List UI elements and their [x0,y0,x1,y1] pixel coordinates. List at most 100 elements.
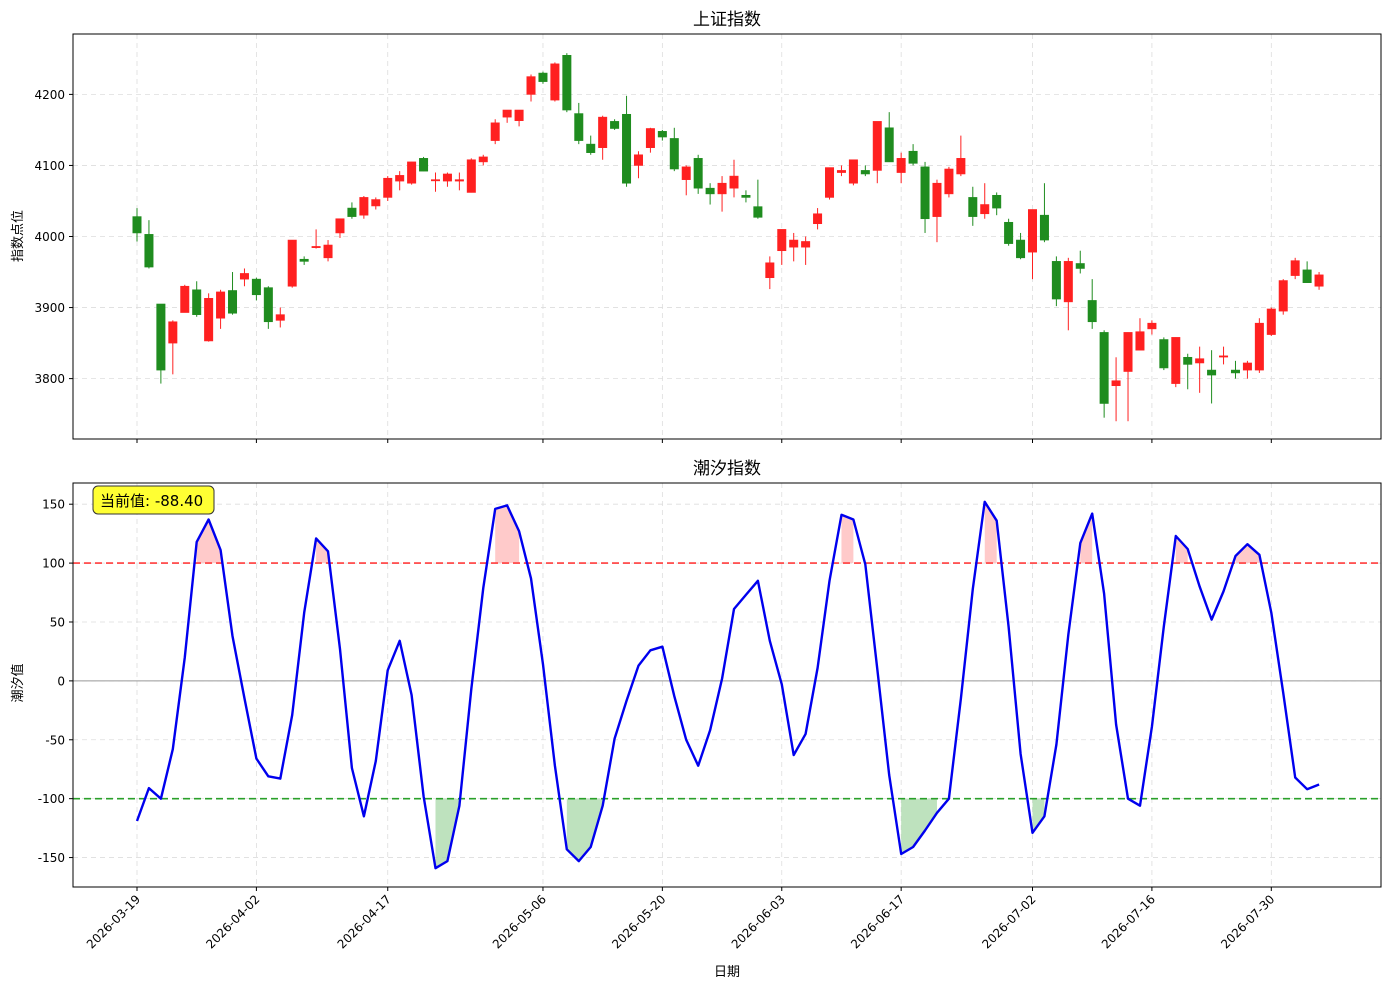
threshold-fill [1080,513,1093,564]
candle [395,171,405,191]
candle-body [371,199,381,207]
candle [968,186,978,226]
candle-body [1099,332,1109,404]
candle [1075,250,1085,274]
candle [717,176,727,212]
candle [1004,218,1014,246]
candle-body [430,179,440,182]
candle [1219,346,1229,365]
annotation-box [92,485,215,515]
threshold-fill [435,798,460,869]
candle [729,159,739,198]
candle-body [1016,239,1026,259]
candle [1135,318,1145,351]
candle [908,144,918,166]
y-tick-label: 150 [42,498,65,512]
candle [490,119,500,145]
candle [502,109,512,123]
candle [1266,307,1276,336]
candle [192,281,202,317]
candle [681,165,691,196]
candle-body [980,204,990,215]
candle-body [514,109,524,121]
candle-body [502,109,512,118]
candle [633,151,643,179]
candle-body [526,76,536,95]
candle-body [1302,269,1312,283]
candlestick-title: 上证指数 [693,10,761,30]
candle [586,135,596,155]
candle [347,202,357,219]
y-tick-label: -100 [38,792,65,806]
threshold-fill [566,798,603,862]
candle-body [1075,263,1085,269]
candle [1099,330,1109,418]
candle [1087,279,1097,329]
candle [311,229,321,249]
candle-body [442,173,452,182]
candle-body [251,278,261,296]
candle-body [801,241,811,248]
candle [1207,350,1217,404]
candle [848,159,858,186]
candle-body [681,166,691,180]
candle-body [1039,214,1049,241]
candle-body [992,194,1002,209]
candle [765,256,775,290]
candle [407,161,417,185]
candle [813,208,823,230]
candle-body [825,167,835,198]
candle [239,268,249,287]
candle-body [454,179,464,182]
tide-x-axis-label: 日期 [714,965,740,980]
candle [1171,337,1181,388]
candle-body [598,116,608,148]
y-tick-label: 50 [50,615,65,629]
candle [1028,209,1038,280]
candle [263,286,273,329]
tide-y-ticks: -150 -100 -50 0 50 100 150 [38,498,73,865]
candle-body [848,159,858,184]
y-tick-label: 4100 [34,159,65,173]
candle [335,218,345,238]
candle-body [1135,331,1145,351]
candle-body [192,289,202,315]
candle-body [1063,261,1073,303]
candle-body [1207,369,1217,376]
candle-body [1254,322,1264,371]
y-tick-label: 3900 [34,301,65,315]
candle [204,293,214,342]
y-tick-label: -150 [38,851,65,865]
candle [944,166,954,198]
candle-body [1278,280,1288,312]
candle-body [1004,221,1014,244]
candle [526,74,536,102]
candle [1111,357,1121,422]
candle [562,53,572,113]
candle [669,127,679,172]
candle-body [872,121,882,171]
candle [359,196,369,219]
candle-body [323,244,333,259]
candle [144,220,154,269]
candlestick-panel: 上证指数 指数点位 3800 3900 4000 4100 4200 [11,10,1382,443]
candle-body [884,127,894,163]
threshold-fill [841,514,854,564]
candle [538,71,548,84]
candle [1314,272,1324,290]
candle-body [1159,339,1169,369]
candle [1290,257,1300,280]
candle-body [419,158,429,172]
candle-body [705,187,715,195]
candle-body [562,55,572,111]
tide-reference-lines [73,562,1381,800]
candle-body [645,128,655,148]
candle-body [813,213,823,225]
candle-body [777,229,787,252]
candle [657,129,667,141]
candle [980,183,990,219]
y-tick-label: 3800 [34,372,65,386]
candle-body [311,246,321,248]
candle-body [741,194,751,198]
candle [454,172,464,191]
